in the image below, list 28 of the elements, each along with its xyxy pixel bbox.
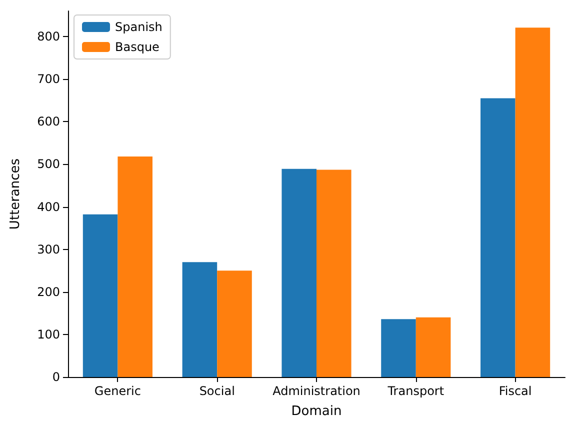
x-tick-label: Social <box>199 384 235 398</box>
legend-label: Basque <box>115 40 160 54</box>
x-tick-label: Transport <box>386 384 444 398</box>
y-tick-label: 700 <box>37 72 60 86</box>
x-axis-title: Domain <box>291 404 342 419</box>
y-tick-label: 500 <box>37 157 60 172</box>
bar <box>217 270 252 377</box>
bar <box>480 98 516 377</box>
y-axis-title: Utterances <box>8 158 23 230</box>
bar <box>416 317 451 377</box>
y-tick-label: 300 <box>37 242 60 256</box>
y-tick-label: 600 <box>37 114 60 129</box>
x-tick-label: Administration <box>272 384 360 398</box>
x-tick-label: Generic <box>94 384 141 398</box>
y-tick-label: 200 <box>37 284 60 299</box>
bar <box>282 168 316 377</box>
x-tick-label: Fiscal <box>498 384 532 398</box>
bar <box>118 156 152 377</box>
y-tick-label: 800 <box>37 30 60 44</box>
bar <box>82 214 118 377</box>
bar <box>316 170 352 377</box>
bar <box>381 319 416 377</box>
y-tick-label: 400 <box>37 200 60 214</box>
y-tick-label: 100 <box>37 327 60 342</box>
legend-label: Spanish <box>115 20 162 34</box>
bar <box>515 28 550 377</box>
bar <box>182 262 218 377</box>
y-tick-label: 0 <box>52 370 60 384</box>
